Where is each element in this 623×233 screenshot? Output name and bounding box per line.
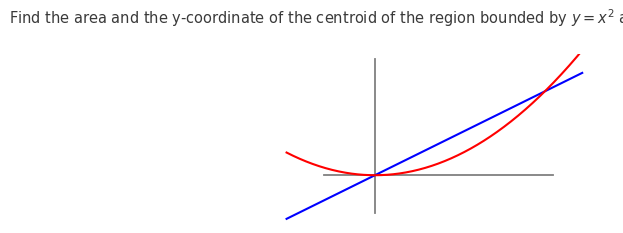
Text: Find the area and the y-coordinate of the centroid of the region bounded by $y =: Find the area and the y-coordinate of th…: [9, 7, 623, 29]
